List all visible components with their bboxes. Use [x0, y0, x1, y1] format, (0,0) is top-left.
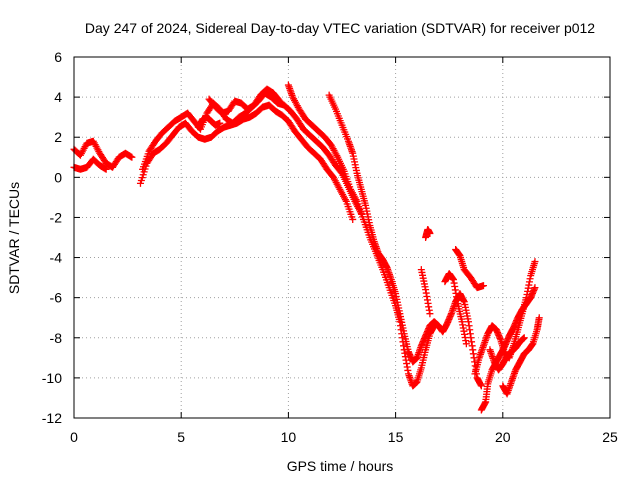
series-track-8 — [441, 270, 470, 348]
x-tick-label: 20 — [495, 429, 511, 445]
y-tick-label: -6 — [50, 290, 63, 306]
axis-ticks: 0 5 10 15 20 25 -12 -10 -8 -6 -4 -2 0 2 4 6 — [42, 49, 618, 445]
series-track-10 — [417, 266, 434, 318]
y-tick-label: 4 — [54, 89, 62, 105]
x-tick-label: 15 — [388, 429, 404, 445]
series-track-1 — [70, 137, 136, 171]
data-point — [275, 96, 283, 104]
data-point — [480, 282, 488, 290]
series-track-6 — [284, 81, 438, 390]
plot-frame — [73, 56, 611, 419]
x-tick-label: 0 — [70, 429, 78, 445]
data-point — [535, 314, 543, 322]
data-point — [477, 382, 485, 390]
y-tick-label: 0 — [54, 169, 62, 185]
y-tick-label: -4 — [50, 250, 63, 266]
x-tick-label: 25 — [602, 429, 618, 445]
series-track-9 — [452, 246, 488, 292]
series-track-11 — [422, 225, 434, 241]
data-point — [102, 165, 110, 173]
data-marks — [70, 81, 543, 414]
data-point — [216, 119, 224, 127]
data-point — [462, 340, 470, 348]
data-point — [426, 229, 434, 237]
series-track-14 — [499, 314, 543, 398]
data-point — [349, 215, 357, 223]
y-axis-label: SDTVAR / TECUs — [6, 182, 22, 294]
y-tick-label: -12 — [42, 410, 62, 426]
y-tick-label: -2 — [50, 209, 63, 225]
x-tick-label: 10 — [281, 429, 297, 445]
x-axis-label: GPS time / hours — [287, 458, 394, 474]
series-track-3 — [136, 101, 357, 223]
data-point — [531, 258, 539, 266]
y-tick-label: 6 — [54, 49, 62, 65]
series-track-15 — [486, 334, 528, 374]
chart-title: Day 247 of 2024, Sidereal Day-to-day VTE… — [85, 20, 595, 36]
data-point — [276, 97, 284, 105]
y-tick-label: 2 — [54, 129, 62, 145]
series-track-5 — [205, 85, 284, 117]
data-point — [426, 310, 434, 318]
y-tick-label: -8 — [50, 330, 63, 346]
x-tick-label: 5 — [177, 429, 185, 445]
data-point — [520, 334, 528, 342]
data-point — [128, 153, 136, 161]
y-tick-label: -10 — [42, 370, 62, 386]
series-track-7 — [325, 91, 485, 390]
series-track-16 — [194, 113, 224, 131]
grid — [74, 57, 610, 418]
data-point — [531, 284, 539, 292]
